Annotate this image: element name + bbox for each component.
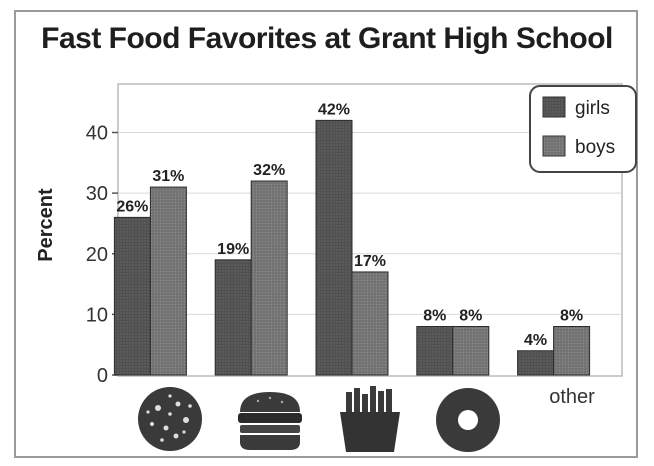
bar-boys-3 (452, 326, 490, 376)
data-label-girls-4: 4% (524, 332, 547, 349)
fries-icon (340, 386, 400, 452)
data-label-boys-3: 8% (459, 308, 482, 325)
bars (113, 119, 591, 376)
data-label-boys-4: 8% (560, 308, 583, 325)
legend-swatch-girls (542, 96, 566, 118)
bar-boys-2 (351, 271, 389, 376)
y-tick-label: 30 (86, 183, 108, 205)
chart-title: Fast Food Favorites at Grant High School (41, 22, 613, 55)
y-tick-label: 20 (86, 244, 108, 266)
pizza-icon (138, 387, 202, 451)
data-label-girls-0: 26% (116, 198, 148, 215)
burger-icon (238, 392, 302, 450)
donut-icon (436, 388, 500, 452)
legend-label-girls: girls (575, 98, 610, 119)
y-axis-label: Percent (35, 188, 57, 262)
data-label-boys-2: 17% (354, 253, 386, 270)
data-label-girls-2: 42% (318, 101, 350, 118)
bar-boys-1 (250, 180, 288, 376)
data-labels: 26%31% 19% 32% 42% 17% 8% 8% 4% 8% (116, 101, 583, 348)
y-tick-label: 0 (97, 365, 108, 387)
legend: girls boys (529, 85, 637, 173)
y-tick-label: 40 (86, 123, 108, 145)
y-tick-label: 10 (86, 304, 108, 326)
y-axis-ticks: 0 10 20 30 40 (86, 123, 118, 387)
data-label-boys-0: 31% (152, 168, 184, 185)
data-label-girls-3: 8% (423, 308, 446, 325)
bar-girls-3 (416, 326, 454, 376)
category-label-other: other (549, 386, 595, 408)
bar-girls-0 (113, 216, 151, 376)
bar-boys-4 (553, 326, 591, 376)
legend-label-boys: boys (575, 137, 615, 158)
bar-girls-1 (214, 259, 252, 376)
legend-swatch-boys (542, 135, 566, 157)
data-label-boys-1: 32% (253, 162, 285, 179)
bar-girls-4 (517, 350, 555, 376)
bar-girls-2 (315, 119, 353, 376)
data-label-girls-1: 19% (217, 241, 249, 258)
bar-boys-0 (149, 186, 187, 376)
